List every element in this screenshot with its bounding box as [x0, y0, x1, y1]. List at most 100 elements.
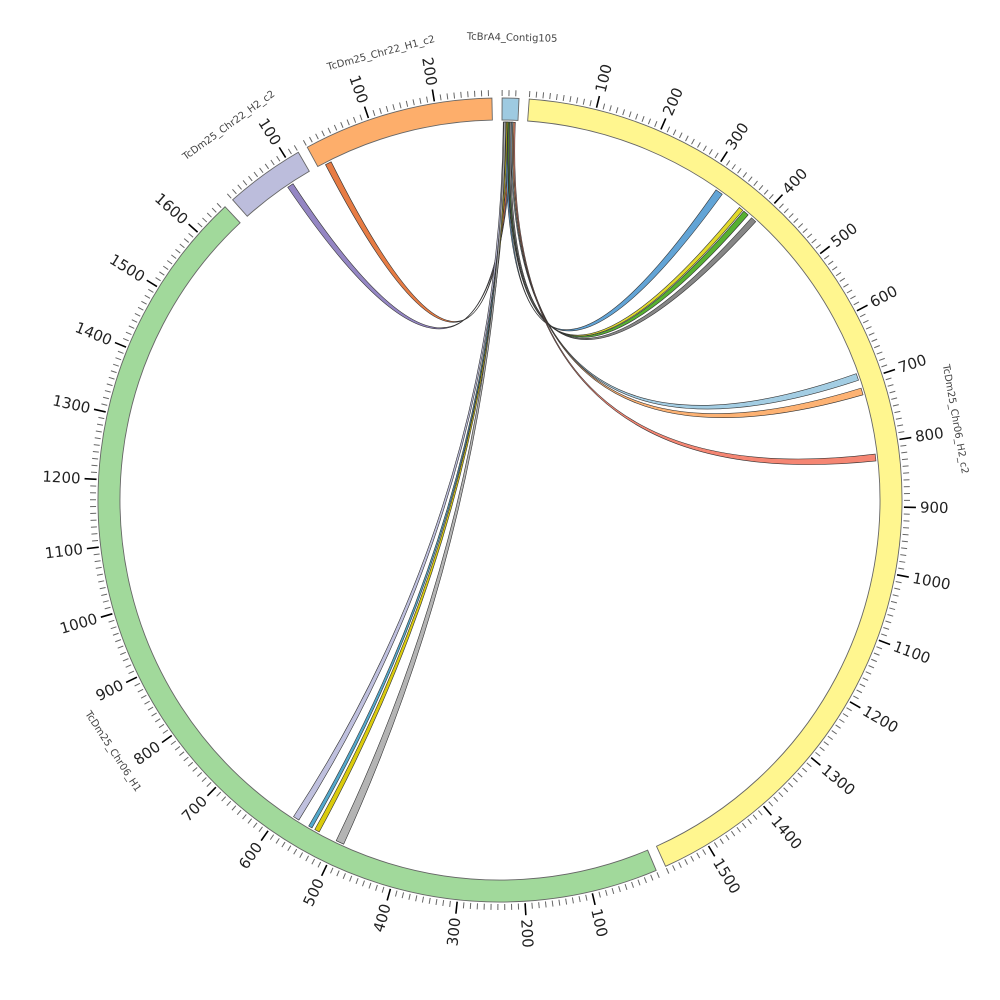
- major-tick: [455, 901, 458, 914]
- minor-tick: [287, 148, 292, 155]
- minor-tick: [336, 870, 340, 877]
- minor-tick: [708, 149, 713, 155]
- minor-tick: [242, 814, 247, 820]
- minor-tick: [823, 741, 829, 746]
- minor-tick: [93, 553, 100, 556]
- minor-tick: [96, 573, 103, 576]
- major-tick: [100, 613, 113, 618]
- minor-tick: [394, 890, 398, 897]
- minor-tick: [853, 301, 860, 306]
- minor-tick: [901, 451, 908, 454]
- minor-tick: [120, 651, 127, 656]
- minor-tick: [154, 718, 161, 723]
- minor-tick: [802, 767, 808, 773]
- minor-tick: [555, 93, 558, 101]
- minor-tick: [792, 777, 798, 783]
- minor-tick: [141, 300, 147, 305]
- minor-tick: [236, 809, 242, 816]
- minor-tick: [797, 772, 803, 778]
- minor-tick: [895, 581, 902, 584]
- minor-tick: [333, 124, 338, 131]
- minor-tick: [104, 390, 111, 393]
- tick-label: 1500: [709, 855, 744, 897]
- minor-tick: [862, 319, 869, 324]
- minor-tick: [346, 119, 350, 126]
- minor-tick: [183, 756, 189, 762]
- major-tick: [363, 106, 370, 119]
- minor-tick: [187, 761, 194, 767]
- minor-tick: [656, 872, 660, 878]
- minor-tick: [330, 867, 334, 874]
- minor-tick: [892, 404, 899, 407]
- minor-tick: [231, 805, 237, 811]
- minor-tick: [197, 222, 203, 228]
- tick-label: 600: [235, 839, 266, 873]
- minor-tick: [368, 882, 372, 889]
- minor-tick: [428, 897, 431, 904]
- minor-tick: [99, 586, 106, 590]
- minor-tick: [571, 897, 574, 904]
- major-tick: [660, 118, 667, 130]
- minor-tick: [399, 102, 402, 109]
- major-tick: [773, 194, 784, 204]
- minor-tick: [117, 350, 124, 354]
- minor-tick: [449, 900, 451, 907]
- minor-tick: [221, 796, 227, 802]
- minor-tick: [91, 533, 98, 535]
- minor-tick: [102, 396, 110, 400]
- tick-label: 1300: [51, 391, 92, 417]
- minor-tick: [702, 849, 707, 855]
- minor-tick: [562, 94, 565, 102]
- minor-tick: [115, 639, 122, 643]
- minor-tick: [442, 899, 445, 907]
- minor-tick: [148, 288, 154, 293]
- minor-tick: [865, 326, 872, 330]
- minor-tick: [155, 277, 161, 282]
- minor-tick: [131, 319, 138, 323]
- minor-tick: [874, 345, 880, 349]
- link-TcBrA4_Contig105-to-TcDm25_Chr06_H2_c2: [507, 121, 749, 338]
- minor-tick: [697, 142, 701, 148]
- minor-tick: [110, 626, 117, 630]
- minor-tick: [147, 706, 154, 711]
- minor-tick: [887, 614, 894, 617]
- minor-tick: [270, 159, 275, 166]
- minor-tick: [719, 838, 724, 845]
- minor-tick: [731, 164, 736, 170]
- minor-tick: [226, 193, 232, 199]
- tick-label: 1000: [911, 569, 952, 594]
- minor-tick: [871, 338, 878, 342]
- minor-tick: [895, 417, 902, 420]
- minor-tick: [144, 700, 150, 705]
- minor-tick: [275, 838, 280, 844]
- minor-tick: [892, 594, 899, 597]
- minor-tick: [873, 652, 880, 656]
- minor-tick: [859, 683, 866, 688]
- major-tick: [188, 223, 199, 233]
- minor-tick: [853, 695, 859, 700]
- minor-tick: [631, 881, 634, 888]
- minor-tick: [654, 121, 658, 127]
- minor-tick: [565, 898, 568, 905]
- tick-label: 500: [827, 219, 861, 251]
- minor-tick: [544, 901, 547, 908]
- tick-label: 700: [896, 351, 929, 377]
- chromosome-label: TcBrA4_Contig105: [466, 31, 558, 44]
- minor-tick: [117, 645, 124, 649]
- minor-tick: [778, 203, 784, 209]
- minor-tick: [538, 902, 540, 909]
- minor-tick: [174, 746, 181, 751]
- minor-tick: [381, 886, 385, 893]
- tick-label: 1300: [818, 761, 859, 799]
- minor-tick: [887, 384, 894, 387]
- minor-tick: [192, 767, 198, 772]
- major-tick: [86, 546, 99, 550]
- minor-tick: [92, 457, 99, 460]
- tick-label: 100: [592, 62, 616, 94]
- ideograms-layer: [97, 97, 903, 903]
- minor-tick: [797, 223, 804, 228]
- major-tick: [93, 408, 106, 413]
- minor-tick: [831, 730, 837, 735]
- major-tick: [899, 436, 912, 441]
